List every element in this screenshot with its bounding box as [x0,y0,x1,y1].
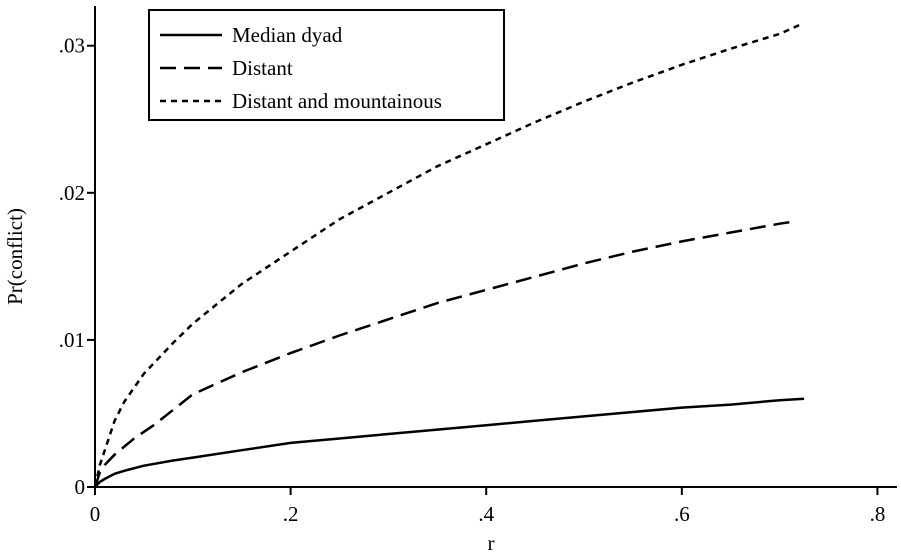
legend-label-3: Distant and mountainous [232,89,442,113]
y-tick-label: .02 [59,181,85,205]
x-tick-label: .8 [870,502,886,526]
series-line-1 [94,397,805,488]
x-tick-label: .2 [283,502,299,526]
y-tick-label: .03 [59,34,85,58]
series-line-3 [93,23,800,488]
y-tick-label: 0 [75,475,86,499]
series-layer [93,23,805,488]
x-ticks: 0 .2 .4 .6 .8 [90,487,886,526]
axes [94,6,897,488]
y-tick-label: .01 [59,328,85,352]
legend-label-1: Median dyad [232,23,343,47]
x-tick-label: 0 [90,502,101,526]
x-axis-title: r [488,531,495,554]
y-ticks: 0 .01 .02 .03 [59,34,95,499]
x-tick-label: .4 [478,502,494,526]
x-tick-label: .6 [674,502,690,526]
legend: Median dyad Distant Distant and mountainou… [148,9,505,121]
legend-label-2: Distant [232,56,293,80]
legend-items: Median dyad Distant Distant and mountainou… [160,23,442,113]
y-axis-title: Pr(conflict) [3,208,27,305]
series-line-2 [93,220,790,488]
